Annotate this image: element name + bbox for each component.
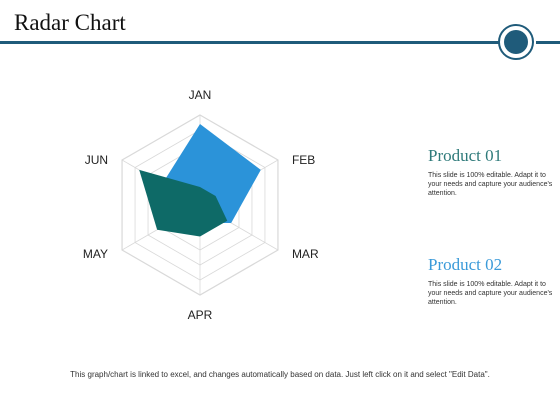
title-badge: [498, 24, 534, 60]
footer-note: This graph/chart is linked to excel, and…: [70, 370, 490, 379]
title-underline: [0, 41, 502, 44]
legend-product-1: Product 01 This slide is 100% editable. …: [428, 146, 553, 198]
page-title: Radar Chart: [14, 10, 126, 35]
legend-description-product-1: This slide is 100% editable. Adapt it to…: [428, 172, 553, 197]
title-underline-end: [536, 41, 560, 44]
axis-label-may: MAY: [83, 247, 108, 261]
legend-title-product-1: Product 01: [428, 146, 503, 165]
legend-title-product-2: Product 02: [428, 255, 503, 274]
radar-chart: JAN FEB MAR APR MAY JUN: [83, 88, 319, 322]
axis-label-jun: JUN: [85, 153, 108, 167]
axis-label-apr: APR: [188, 308, 213, 322]
radar-series: [139, 124, 261, 237]
legend-description-product-2: This slide is 100% editable. Adapt it to…: [428, 281, 553, 306]
series-area-product-2: [139, 169, 228, 237]
axis-label-feb: FEB: [292, 153, 315, 167]
legend-product-2: Product 02 This slide is 100% editable. …: [428, 255, 553, 307]
title-badge-dot: [504, 30, 528, 54]
axis-label-mar: MAR: [292, 247, 319, 261]
axis-label-jan: JAN: [189, 88, 212, 102]
radar-axis-labels: JAN FEB MAR APR MAY JUN: [83, 88, 319, 322]
